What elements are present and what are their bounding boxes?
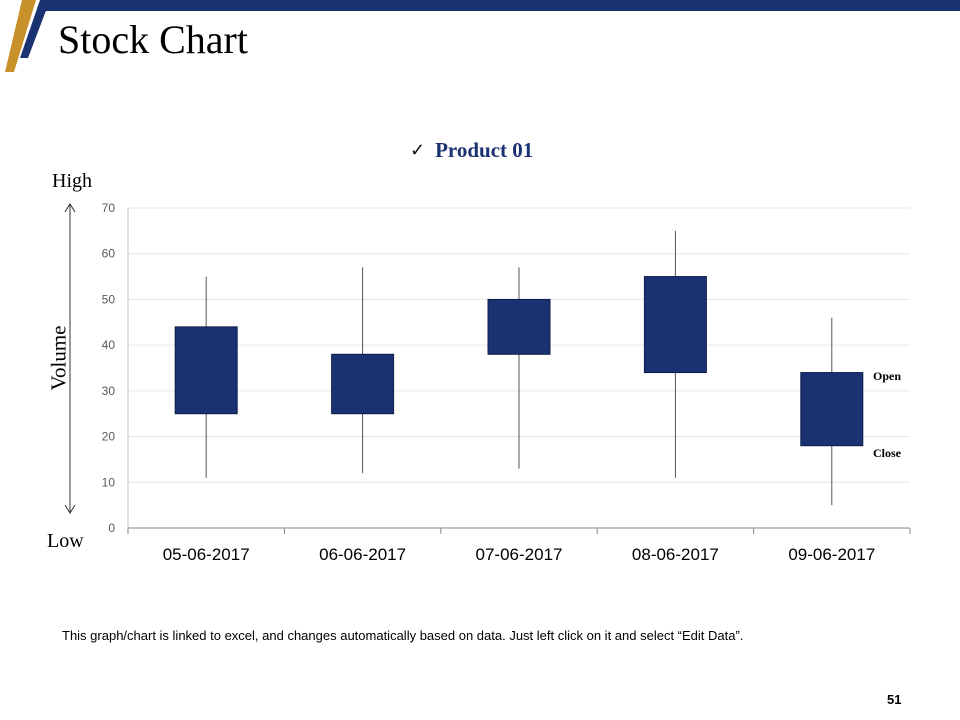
page-number: 51 [887, 692, 902, 707]
x-tick-label: 08-06-2017 [632, 545, 719, 564]
x-tick-label: 07-06-2017 [476, 545, 563, 564]
arrow-down-icon [64, 504, 76, 514]
chart-legend: ✓ Product 01 [410, 138, 533, 163]
low-label: Low [47, 530, 84, 552]
arrow-up-icon [64, 203, 76, 213]
candle-body [174, 326, 238, 415]
candle-body [331, 353, 395, 415]
y-tick-label: 20 [102, 430, 116, 444]
candle-body [643, 276, 707, 374]
candle-body [487, 298, 551, 355]
high-label: High [52, 170, 92, 192]
y-tick-label: 10 [102, 475, 116, 489]
top-banner-bar [40, 0, 960, 11]
slide-title: Stock Chart [58, 17, 248, 62]
y-axis-title: Volume [46, 325, 71, 391]
x-tick-label: 05-06-2017 [163, 545, 250, 564]
legend-label: Product 01 [435, 138, 534, 162]
y-tick-label: 40 [102, 338, 116, 352]
y-tick-label: 0 [108, 521, 115, 535]
close-annotation: Close [873, 446, 901, 460]
footnote-text: This graph/chart is linked to excel, and… [62, 628, 744, 643]
candle-body [800, 372, 864, 447]
y-tick-label: 50 [102, 292, 116, 306]
open-annotation: Open [873, 369, 902, 383]
checkmark-icon: ✓ [410, 140, 426, 160]
y-tick-label: 60 [102, 247, 116, 261]
brand-stripes-logo [5, 0, 50, 72]
x-tick-label: 09-06-2017 [788, 545, 875, 564]
y-tick-label: 70 [102, 201, 116, 215]
y-tick-label: 30 [102, 384, 116, 398]
x-tick-label: 06-06-2017 [319, 545, 406, 564]
